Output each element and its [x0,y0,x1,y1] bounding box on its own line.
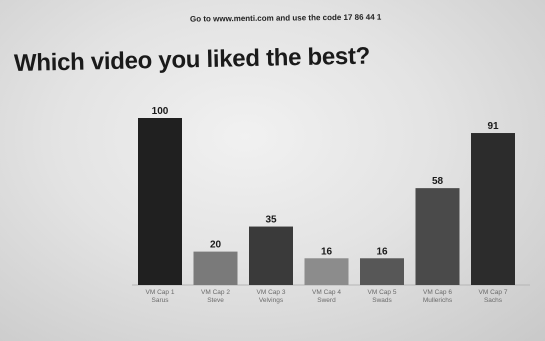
category-label: Swerd [317,297,336,304]
bar-value-label: 16 [376,246,388,257]
bar-value-label: 100 [152,106,169,117]
category-label: VM Cap 3 [257,289,286,296]
bar-3 [249,226,293,285]
bar-7 [471,133,515,285]
bar-6 [415,188,460,285]
bar-4 [304,258,349,285]
category-label: VM Cap 4 [312,289,341,296]
bar-value-label: 16 [321,246,333,257]
category-label: Velvings [259,297,284,304]
bar-value-label: 91 [487,121,499,132]
bar-5 [360,258,404,285]
category-label: VM Cap 1 [146,289,175,296]
bar-value-label: 35 [265,215,277,226]
bar-value-label: 20 [210,240,222,251]
category-label: VM Cap 5 [368,289,397,296]
category-label: Mullerichs [423,297,453,304]
category-label: Sachs [484,297,503,304]
category-label: VM Cap 2 [201,289,230,296]
bar-1 [138,118,182,285]
category-label: Sarus [152,297,170,304]
category-label: VM Cap 6 [423,289,452,296]
bar-2 [193,251,238,285]
category-label: Swads [372,297,392,304]
category-label: VM Cap 7 [479,289,508,296]
bar-value-label: 58 [432,176,444,187]
category-label: Steve [207,297,224,304]
